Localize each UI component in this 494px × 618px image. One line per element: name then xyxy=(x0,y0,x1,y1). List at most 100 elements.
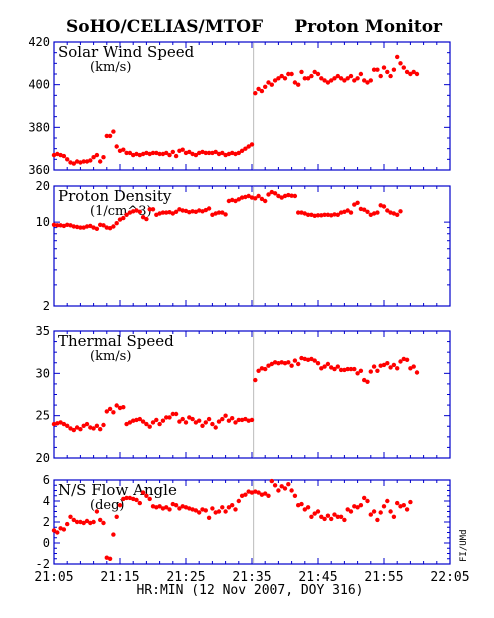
data-point xyxy=(223,212,228,217)
data-point xyxy=(335,514,340,519)
data-point xyxy=(124,150,129,156)
data-point xyxy=(381,65,387,70)
x-tick-labels: 21:05 21:15 21:25 21:35 21:45 21:55 22:05 xyxy=(34,570,469,585)
data-point xyxy=(127,150,133,156)
y-tick-label: 360 xyxy=(28,163,50,177)
y-tick-label: 4 xyxy=(43,494,50,508)
data-point xyxy=(289,71,294,77)
data-point xyxy=(332,366,337,372)
data-point xyxy=(243,146,248,151)
data-point xyxy=(348,509,354,514)
data-point xyxy=(362,207,367,212)
data-point xyxy=(329,516,334,522)
data-point xyxy=(193,209,199,214)
data-point xyxy=(157,504,162,509)
data-point xyxy=(216,419,222,424)
data-point xyxy=(375,517,380,523)
panel-3: 20 25 30 35 Thermal Speed(km/s) xyxy=(36,324,451,465)
data-point xyxy=(78,427,83,432)
data-point xyxy=(249,417,255,423)
data-point xyxy=(286,360,291,365)
y-tick-label: 2 xyxy=(43,299,50,313)
data-point xyxy=(164,415,169,420)
data-point xyxy=(391,67,397,72)
data-point xyxy=(170,149,175,155)
data-point xyxy=(385,69,390,75)
data-point xyxy=(239,195,245,200)
data-point xyxy=(216,509,222,514)
data-point xyxy=(197,208,202,213)
data-point xyxy=(388,210,393,215)
data-point xyxy=(104,409,110,414)
data-point xyxy=(259,88,265,94)
data-point xyxy=(256,193,261,199)
y-tick-label: 6 xyxy=(43,473,50,487)
data-point xyxy=(279,73,284,79)
data-point xyxy=(197,510,202,515)
data-point xyxy=(167,415,172,420)
data-point xyxy=(329,365,334,370)
data-point xyxy=(259,196,265,202)
data-point xyxy=(259,492,265,497)
data-point xyxy=(391,211,397,216)
data-point xyxy=(388,509,393,514)
data-point xyxy=(249,490,255,495)
data-point xyxy=(305,212,311,217)
data-point xyxy=(233,507,238,512)
data-point xyxy=(170,211,175,216)
data-point xyxy=(332,212,337,217)
data-point xyxy=(101,155,106,160)
data-point xyxy=(98,427,103,432)
data-point xyxy=(223,509,228,514)
data-point xyxy=(157,211,162,216)
data-point xyxy=(127,495,133,501)
panel-unit: (1/cm^3) xyxy=(90,204,152,219)
data-point xyxy=(338,76,344,81)
data-point xyxy=(266,363,271,368)
data-point xyxy=(322,78,327,83)
data-point xyxy=(404,507,410,512)
data-point xyxy=(299,210,304,215)
data-point xyxy=(401,65,406,70)
data-point xyxy=(375,368,380,373)
data-point xyxy=(114,144,119,149)
data-point xyxy=(312,358,317,363)
data-point xyxy=(61,527,67,532)
data-point xyxy=(111,129,116,134)
data-point xyxy=(289,488,294,493)
data-point xyxy=(164,210,169,215)
data-point xyxy=(342,209,347,214)
data-point xyxy=(144,216,149,222)
data-point xyxy=(183,420,189,425)
data-point xyxy=(388,365,393,370)
data-point xyxy=(263,198,268,204)
data-point xyxy=(315,361,321,366)
data-point xyxy=(302,356,307,362)
data-point xyxy=(124,421,129,427)
data-point xyxy=(414,370,420,375)
data-point xyxy=(272,360,278,365)
data-point xyxy=(167,152,172,158)
data-point xyxy=(315,213,321,218)
data-point xyxy=(210,150,215,156)
data-point xyxy=(348,210,354,215)
data-point xyxy=(352,366,357,372)
data-point xyxy=(233,420,238,425)
data-point xyxy=(170,411,175,417)
data-point xyxy=(134,497,139,503)
data-point xyxy=(385,498,390,504)
data-point xyxy=(296,210,301,215)
data-point xyxy=(107,226,113,231)
data-point xyxy=(253,91,258,96)
data-point xyxy=(65,521,70,527)
data-point xyxy=(329,78,334,83)
data-point xyxy=(352,78,357,83)
data-point xyxy=(137,152,142,158)
data-point xyxy=(220,150,225,156)
data-point xyxy=(51,222,57,227)
data-point xyxy=(236,417,241,423)
data-point xyxy=(91,519,96,525)
data-point xyxy=(94,509,100,514)
data-point xyxy=(124,495,129,501)
